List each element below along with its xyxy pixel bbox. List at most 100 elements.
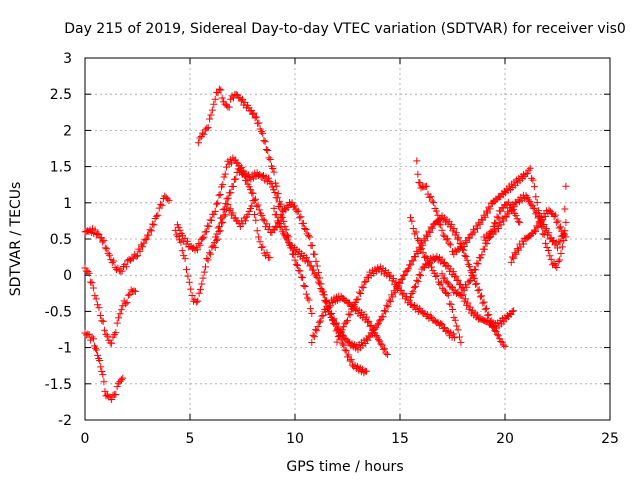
data-point bbox=[472, 280, 480, 288]
data-point bbox=[426, 228, 434, 236]
data-point bbox=[164, 195, 172, 203]
data-point bbox=[526, 164, 534, 172]
data-point bbox=[320, 291, 328, 299]
data-point bbox=[249, 189, 257, 197]
data-point bbox=[294, 262, 302, 270]
y-tick-label: 3 bbox=[63, 51, 72, 67]
series-sat-e bbox=[194, 85, 286, 214]
data-point bbox=[297, 213, 305, 221]
data-point bbox=[379, 345, 387, 353]
data-point bbox=[302, 225, 310, 233]
data-point bbox=[255, 233, 263, 241]
data-point bbox=[513, 215, 521, 223]
data-point bbox=[481, 213, 489, 221]
data-point bbox=[500, 341, 508, 349]
data-point bbox=[464, 299, 472, 307]
data-point bbox=[383, 350, 391, 358]
data-point bbox=[384, 303, 392, 311]
y-tick-label: 1 bbox=[63, 196, 72, 212]
data-point bbox=[460, 242, 468, 250]
data-point bbox=[205, 222, 213, 230]
data-point bbox=[229, 209, 237, 217]
y-tick-label: 2 bbox=[63, 123, 72, 139]
data-point bbox=[473, 280, 481, 288]
data-point bbox=[428, 263, 435, 271]
data-point bbox=[274, 190, 282, 198]
data-point bbox=[184, 272, 192, 280]
data-point bbox=[385, 296, 393, 304]
data-point bbox=[558, 243, 566, 251]
data-point bbox=[101, 326, 109, 334]
data-point bbox=[439, 231, 447, 239]
data-point bbox=[528, 174, 536, 182]
data-point bbox=[132, 253, 140, 261]
data-point bbox=[322, 298, 330, 306]
data-point bbox=[467, 231, 475, 239]
data-point bbox=[326, 311, 334, 319]
data-point bbox=[178, 247, 186, 255]
data-point bbox=[203, 124, 211, 132]
data-point bbox=[407, 261, 415, 269]
data-point bbox=[226, 205, 234, 213]
data-point bbox=[229, 182, 237, 190]
data-point bbox=[314, 278, 322, 286]
data-point bbox=[95, 304, 103, 312]
data-point bbox=[280, 217, 288, 225]
data-point bbox=[308, 310, 316, 318]
data-point bbox=[408, 290, 416, 298]
data-point bbox=[522, 170, 530, 178]
data-point bbox=[532, 193, 540, 201]
data-point bbox=[479, 299, 487, 307]
data-point bbox=[532, 210, 540, 218]
data-point bbox=[447, 300, 455, 308]
data-point bbox=[475, 286, 483, 294]
data-point bbox=[513, 245, 521, 253]
data-point bbox=[224, 201, 232, 209]
series-sat-l bbox=[407, 198, 524, 301]
data-point bbox=[553, 264, 561, 272]
data-point bbox=[444, 235, 452, 243]
series-sat-q bbox=[507, 206, 570, 266]
data-point bbox=[194, 297, 202, 305]
data-point bbox=[296, 214, 304, 222]
data-point bbox=[210, 100, 218, 108]
data-point bbox=[398, 275, 406, 283]
data-point bbox=[221, 170, 229, 178]
data-point bbox=[493, 331, 501, 339]
data-point bbox=[221, 211, 229, 219]
data-point bbox=[291, 256, 299, 264]
data-point bbox=[347, 356, 355, 364]
data-point bbox=[118, 267, 126, 275]
data-point bbox=[554, 217, 562, 225]
data-point bbox=[113, 383, 121, 391]
data-point bbox=[462, 253, 470, 261]
data-point bbox=[361, 278, 369, 286]
data-point bbox=[98, 367, 106, 375]
data-point bbox=[318, 286, 326, 294]
data-point bbox=[112, 329, 120, 337]
data-point bbox=[306, 305, 314, 313]
data-point bbox=[100, 378, 108, 386]
data-point bbox=[497, 221, 505, 229]
data-point bbox=[89, 335, 97, 343]
data-point bbox=[180, 252, 188, 260]
data-point bbox=[456, 333, 463, 341]
data-point bbox=[376, 317, 384, 325]
data-point bbox=[466, 234, 474, 242]
data-point bbox=[124, 291, 132, 299]
data-point bbox=[240, 169, 248, 177]
data-point bbox=[301, 283, 309, 291]
data-point bbox=[491, 226, 498, 234]
data-point bbox=[443, 262, 451, 270]
data-point bbox=[112, 390, 120, 398]
data-point bbox=[224, 194, 232, 202]
data-point bbox=[214, 235, 222, 243]
data-point bbox=[292, 260, 300, 268]
data-point bbox=[202, 263, 210, 271]
data-point bbox=[119, 374, 127, 382]
data-point bbox=[446, 300, 454, 308]
data-point bbox=[299, 219, 307, 227]
data-point bbox=[353, 296, 361, 304]
data-point bbox=[482, 304, 490, 312]
data-point bbox=[386, 297, 394, 305]
